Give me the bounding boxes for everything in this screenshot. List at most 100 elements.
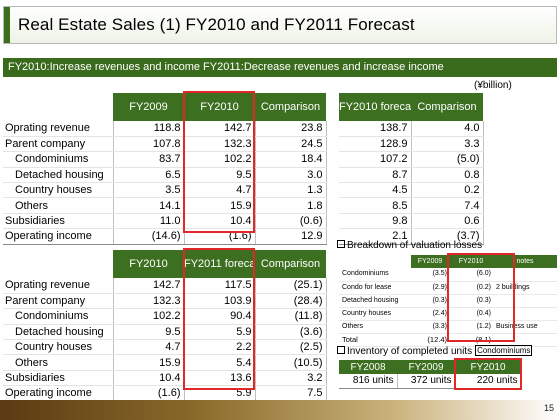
table-row: Country houses 4.7 2.2 (2.5) bbox=[3, 339, 327, 356]
summary-banner: FY2010:Increase revenues and income FY20… bbox=[3, 58, 557, 77]
fy2009-value: (2.4) bbox=[411, 307, 449, 321]
table-row: 8.7 0.8 bbox=[339, 167, 484, 184]
header-fy2008: FY2008 bbox=[339, 360, 397, 374]
comparison-value: 3.2 bbox=[255, 369, 327, 387]
fy2009-value: 14.1 bbox=[113, 197, 185, 214]
fy2010-value: (1.6) bbox=[113, 385, 185, 402]
comparison-value: 18.4 bbox=[255, 151, 327, 168]
comparison-value: 1.8 bbox=[255, 197, 327, 214]
table-row: Parent company 132.3 103.9 (28.4) bbox=[3, 293, 327, 310]
fy2010-value: 102.2 bbox=[184, 151, 256, 168]
fy2009-value: 118.8 bbox=[113, 121, 185, 137]
table-row: Condominiums 102.2 90.4 (11.8) bbox=[3, 308, 327, 325]
fy2010-value: 10.4 bbox=[113, 369, 185, 387]
row-label: Others bbox=[3, 354, 114, 371]
header-comparison: Comparison bbox=[255, 93, 326, 121]
fy2010-value: 9.5 bbox=[113, 324, 185, 341]
header-fy2009: FY2009 bbox=[113, 93, 184, 121]
header-fy2010: FY2010 bbox=[449, 255, 493, 268]
forecast-value: 128.9 bbox=[339, 136, 412, 153]
table-row: Others (3.3) (1.2) Business use bbox=[339, 320, 557, 334]
page-title: Real Estate Sales (1) FY2010 and FY2011 … bbox=[18, 15, 415, 34]
comparison-value: 4.0 bbox=[411, 121, 484, 137]
fy2009-value: (0.3) bbox=[411, 294, 449, 308]
total-fy2010: (8.1) bbox=[449, 332, 493, 347]
table-row: Condominiums (3.5) (6.0) bbox=[339, 268, 557, 282]
fy2010-forecast-table: FY2010 forecast Comparison 138.74.0128.9… bbox=[339, 93, 484, 245]
unit-note: (¥billion) bbox=[474, 80, 512, 91]
table-row: Parent company 107.8 132.3 24.5 bbox=[3, 136, 327, 153]
inventory-table: FY2008 FY2009 FY2010 816 units 372 units… bbox=[339, 360, 522, 389]
comparison-value: 3.0 bbox=[255, 167, 327, 184]
comparison-value: 12.9 bbox=[255, 228, 327, 245]
note-value bbox=[493, 268, 557, 282]
fy2009-value: 11.0 bbox=[113, 212, 185, 230]
fy2009-value: 107.8 bbox=[113, 136, 185, 153]
table-row: Others 15.9 5.4 (10.5) bbox=[3, 354, 327, 371]
fy2009-value: 6.5 bbox=[113, 167, 185, 184]
comparison-value: 7.5 bbox=[255, 385, 327, 402]
comparison-value: (5.0) bbox=[411, 151, 484, 168]
fy2009-value: 3.5 bbox=[113, 182, 185, 199]
forecast-value: 2.1 bbox=[339, 228, 412, 245]
forecast-value: 107.2 bbox=[339, 151, 412, 168]
total-label: Total bbox=[339, 332, 411, 347]
total-row: Total (12.4) (8.1) bbox=[339, 332, 557, 347]
header-fy2010: FY2010 bbox=[184, 93, 255, 121]
fy2009-value: (3.3) bbox=[411, 320, 449, 334]
fy2010-results-table: FY2009 FY2010 Comparison Oprating revenu… bbox=[3, 93, 327, 245]
checkbox-icon bbox=[337, 240, 345, 248]
fy2011-forecast-value: 5.9 bbox=[184, 385, 256, 402]
fy2010-value: (1.6) bbox=[184, 228, 256, 245]
title-accent-bar bbox=[4, 7, 10, 43]
fy2010-value: (1.2) bbox=[449, 320, 493, 334]
forecast-value: 8.7 bbox=[339, 167, 412, 184]
fy2010-value: 15.9 bbox=[184, 197, 256, 214]
inventory-title-text: Inventory of completed units bbox=[347, 346, 473, 357]
row-label: Parent company bbox=[3, 293, 114, 310]
fy2010-value: 132.3 bbox=[184, 136, 256, 153]
row-label: Condo for lease bbox=[339, 281, 411, 295]
table-row: Country houses (2.4) (0.4) bbox=[339, 307, 557, 321]
fy2010-value: 4.7 bbox=[113, 339, 185, 356]
note-value bbox=[493, 307, 557, 321]
fy2010-value: 142.7 bbox=[184, 121, 256, 137]
header-fy2010: FY2010 bbox=[113, 250, 184, 278]
table-row: Oprating revenue 118.8 142.7 23.8 bbox=[3, 121, 327, 137]
header-fy2011-forecast: FY2011 forecast bbox=[184, 250, 255, 278]
fy2011-forecast-value: 2.2 bbox=[184, 339, 256, 356]
table-row: Country houses 3.5 4.7 1.3 bbox=[3, 182, 327, 199]
comparison-value: (3.6) bbox=[255, 324, 327, 341]
fy2010-value: 9.5 bbox=[184, 167, 256, 184]
comparison-value: 0.2 bbox=[411, 182, 484, 199]
table-row: 9.8 0.6 bbox=[339, 212, 484, 230]
fy2011-forecast-value: 5.4 bbox=[184, 354, 256, 371]
row-label: Detached housing bbox=[3, 167, 114, 184]
valuation-losses-table: FY2009 FY2010 notes Condominiums (3.5) (6.… bbox=[339, 255, 557, 347]
row-label: Subsidiaries bbox=[3, 212, 114, 230]
forecast-value: 138.7 bbox=[339, 121, 412, 137]
page-number: 15 bbox=[543, 403, 554, 413]
table-row: 4.5 0.2 bbox=[339, 182, 484, 199]
fy2010-value: (0.4) bbox=[449, 307, 493, 321]
fy2010-value: 132.3 bbox=[113, 293, 185, 310]
condominiums-tag: Condominiums bbox=[475, 345, 533, 356]
fy2010-value: 10.4 bbox=[184, 212, 256, 230]
table-row: Subsidiaries 10.4 13.6 3.2 bbox=[3, 369, 327, 387]
header-blank bbox=[3, 250, 113, 278]
row-label: Country houses bbox=[339, 307, 411, 321]
valuation-section-title: Breakdown of valuation losses bbox=[337, 240, 482, 251]
fy2011-forecast-value: 5.9 bbox=[184, 324, 256, 341]
forecast-value: 4.5 bbox=[339, 182, 412, 199]
row-label: Oprating revenue bbox=[3, 121, 114, 137]
comparison-value: 7.4 bbox=[411, 197, 484, 214]
header-blank bbox=[339, 255, 411, 268]
comparison-value: (11.8) bbox=[255, 308, 327, 325]
fy2010-value: 4.7 bbox=[184, 182, 256, 199]
table-row: Subsidiaries 11.0 10.4 (0.6) bbox=[3, 212, 327, 230]
row-label: Condominiums bbox=[3, 308, 114, 325]
row-label: Country houses bbox=[3, 339, 114, 356]
footer-bar bbox=[0, 400, 560, 420]
fy2010-value: (6.0) bbox=[449, 268, 493, 282]
table-row: Detached housing 6.5 9.5 3.0 bbox=[3, 167, 327, 184]
